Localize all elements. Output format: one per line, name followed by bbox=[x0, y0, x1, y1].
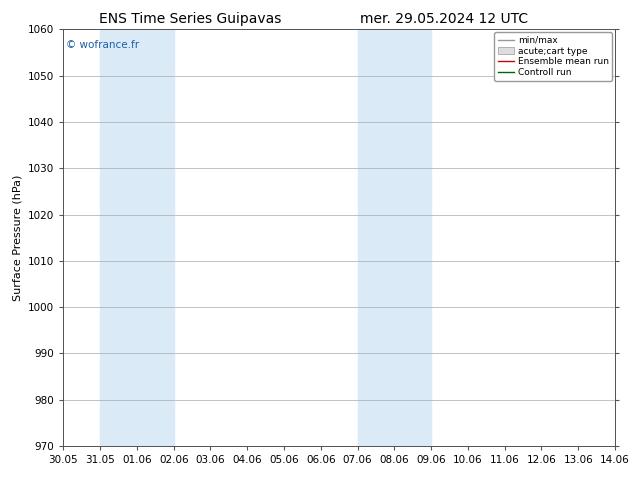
Legend: min/max, acute;cart type, Ensemble mean run, Controll run: min/max, acute;cart type, Ensemble mean … bbox=[494, 32, 612, 81]
Y-axis label: Surface Pressure (hPa): Surface Pressure (hPa) bbox=[13, 174, 23, 301]
Text: mer. 29.05.2024 12 UTC: mer. 29.05.2024 12 UTC bbox=[359, 12, 528, 26]
Text: © wofrance.fr: © wofrance.fr bbox=[66, 40, 139, 50]
Bar bbox=[358, 29, 431, 446]
Text: ENS Time Series Guipavas: ENS Time Series Guipavas bbox=[99, 12, 281, 26]
Bar bbox=[100, 29, 174, 446]
